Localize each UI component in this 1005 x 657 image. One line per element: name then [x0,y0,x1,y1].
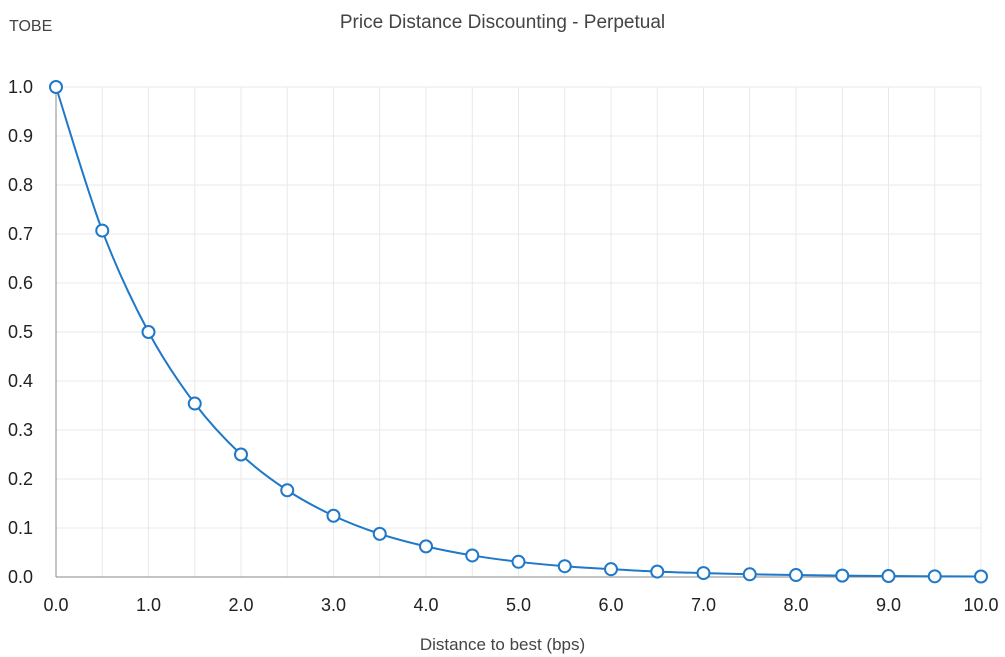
data-point [234,447,248,462]
data-point [372,526,387,541]
y-tick-label: 0.9 [8,126,33,146]
data-point [604,562,618,577]
data-point [835,568,850,583]
data-point [280,483,295,498]
x-tick-label: 4.0 [413,595,438,615]
y-tick-label: 0.3 [8,420,33,440]
data-point [557,559,572,574]
data-point [696,566,711,581]
x-tick-label: 7.0 [691,595,716,615]
data-point [465,548,480,563]
x-tick-label: 3.0 [321,595,346,615]
x-tick-label: 8.0 [783,595,808,615]
series-line [55,86,982,578]
data-point [881,569,896,584]
x-tick-label: 10.0 [963,595,998,615]
data-point [326,508,341,523]
series [49,80,988,584]
y-tick-label: 0.4 [8,371,33,391]
x-tick-label: 9.0 [876,595,901,615]
data-point [789,568,803,583]
x-tick-label: 2.0 [228,595,253,615]
x-tick-label: 1.0 [136,595,161,615]
y-tick-label: 0.8 [8,175,33,195]
y-tick-label: 0.2 [8,469,33,489]
data-point [49,80,63,94]
data-point [742,567,757,582]
data-point [141,325,156,339]
data-point [419,539,433,554]
axes [55,87,981,578]
data-point [187,396,202,411]
y-axis-label: TOBE [9,18,53,35]
data-point [650,564,665,579]
x-tick-label: 6.0 [598,595,623,615]
y-tick-label: 0.6 [8,273,33,293]
data-point [95,223,110,238]
y-tick-label: 0.0 [8,567,33,587]
tick-labels: 0.0 0.1 0.2 0.3 0.4 0.5 0.6 0.7 0.8 0.9 1.0 0.0 1.0 2… [8,77,999,615]
grid [55,86,982,578]
y-tick-label: 1.0 [8,77,33,97]
y-tick-label: 0.5 [8,322,33,342]
data-point [927,569,942,584]
data-point [974,569,988,584]
chart-title: Price Distance Discounting - Perpetual [339,12,666,33]
data-point [511,554,526,569]
x-tick-label: 5.0 [506,595,531,615]
y-tick-label: 0.7 [8,224,33,244]
y-tick-label: 0.1 [8,518,33,538]
x-axis-label: Distance to best (bps) [419,635,586,654]
x-tick-label: 0.0 [43,595,68,615]
